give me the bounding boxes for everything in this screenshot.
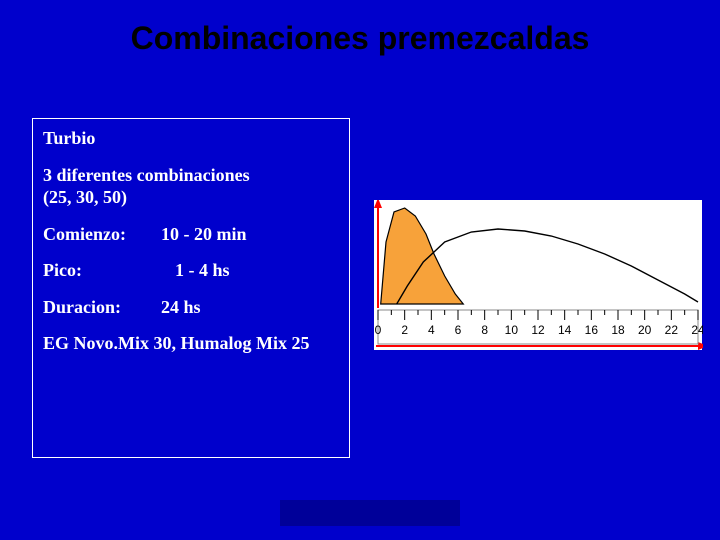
info-comb-line2: (25, 30, 50) xyxy=(43,187,127,207)
svg-text:0: 0 xyxy=(375,323,382,337)
info-duration: Duracion: 24 hs xyxy=(43,296,339,319)
slide: Combinaciones premezcaldas Turbio 3 dife… xyxy=(0,0,720,540)
peak-label: Pico: xyxy=(43,259,161,282)
svg-text:14: 14 xyxy=(558,323,572,337)
duration-value: 24 hs xyxy=(161,296,201,319)
svg-text:8: 8 xyxy=(481,323,488,337)
duration-label: Duracion: xyxy=(43,296,161,319)
info-onset: Comienzo: 10 - 20 min xyxy=(43,223,339,246)
info-examples: EG Novo.Mix 30, Humalog Mix 25 xyxy=(43,332,339,355)
info-box: Turbio 3 diferentes combinaciones (25, 3… xyxy=(32,118,350,458)
info-combinations: 3 diferentes combinaciones (25, 30, 50) xyxy=(43,164,339,209)
info-comb-line1: 3 diferentes combinaciones xyxy=(43,165,250,185)
svg-text:6: 6 xyxy=(455,323,462,337)
svg-text:2: 2 xyxy=(401,323,408,337)
svg-text:16: 16 xyxy=(585,323,599,337)
svg-text:20: 20 xyxy=(638,323,652,337)
svg-text:10: 10 xyxy=(505,323,519,337)
onset-value: 10 - 20 min xyxy=(161,223,247,246)
footer-bar xyxy=(280,500,460,526)
svg-text:18: 18 xyxy=(611,323,625,337)
pk-chart: 024681012141618202224 xyxy=(370,200,703,360)
slide-title: Combinaciones premezcaldas xyxy=(0,20,720,57)
onset-label: Comienzo: xyxy=(43,223,161,246)
info-turbio: Turbio xyxy=(43,127,339,150)
peak-value: 1 - 4 hs xyxy=(175,259,230,282)
chart-svg: 024681012141618202224 xyxy=(370,200,703,360)
svg-text:4: 4 xyxy=(428,323,435,337)
info-peak: Pico: 1 - 4 hs xyxy=(43,259,339,282)
svg-text:22: 22 xyxy=(665,323,679,337)
svg-text:24: 24 xyxy=(691,323,703,337)
svg-text:12: 12 xyxy=(531,323,545,337)
